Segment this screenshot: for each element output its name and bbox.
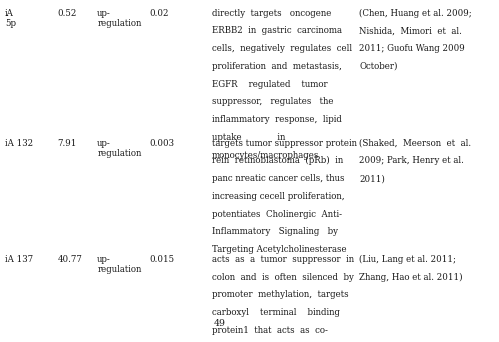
Text: 2011): 2011) [359, 174, 385, 183]
Text: 2009; Park, Henry et al.: 2009; Park, Henry et al. [359, 156, 464, 165]
Text: iA 137: iA 137 [5, 255, 33, 264]
Text: proliferation  and  metastasis,: proliferation and metastasis, [212, 62, 342, 71]
Text: iA 132: iA 132 [5, 139, 33, 147]
Text: 0.52: 0.52 [57, 9, 77, 17]
Text: 2011; Guofu Wang 2009: 2011; Guofu Wang 2009 [359, 44, 465, 53]
Text: up-
regulation: up- regulation [97, 139, 142, 158]
Text: carboxyl    terminal    binding: carboxyl terminal binding [212, 308, 340, 317]
Text: 0.02: 0.02 [150, 9, 169, 17]
Text: protein1  that  acts  as  co-: protein1 that acts as co- [212, 326, 328, 335]
Text: panc nreatic cancer cells, thus: panc nreatic cancer cells, thus [212, 174, 345, 183]
Text: acts  as  a  tumor  suppressor  in: acts as a tumor suppressor in [212, 255, 354, 264]
Text: monocytes/macrophages: monocytes/macrophages [212, 151, 319, 160]
Text: 49: 49 [214, 319, 226, 328]
Text: increasing cecell proliferation,: increasing cecell proliferation, [212, 192, 345, 201]
Text: targets tumor suppressor protein: targets tumor suppressor protein [212, 139, 357, 147]
Text: 40.77: 40.77 [57, 255, 82, 264]
Text: iA
5p: iA 5p [5, 9, 16, 28]
Text: suppressor,   regulates   the: suppressor, regulates the [212, 97, 333, 106]
Text: directly  targets   oncogene: directly targets oncogene [212, 9, 331, 17]
Text: October): October) [359, 62, 398, 71]
Text: promoter  methylation,  targets: promoter methylation, targets [212, 290, 349, 299]
Text: ERBB2  in  gastric  carcinoma: ERBB2 in gastric carcinoma [212, 26, 342, 35]
Text: up-
regulation: up- regulation [97, 9, 142, 28]
Text: (Shaked,  Meerson  et  al.: (Shaked, Meerson et al. [359, 139, 472, 147]
Text: EGFR    regulated    tumor: EGFR regulated tumor [212, 80, 328, 89]
Text: potentiates  Cholinergic  Anti-: potentiates Cholinergic Anti- [212, 210, 342, 219]
Text: uptake             in: uptake in [212, 133, 285, 142]
Text: (Liu, Lang et al. 2011;: (Liu, Lang et al. 2011; [359, 255, 456, 264]
Text: 0.015: 0.015 [150, 255, 175, 264]
Text: up-
regulation: up- regulation [97, 255, 142, 274]
Text: inflammatory  response,  lipid: inflammatory response, lipid [212, 115, 342, 124]
Text: Inflammatory   Signaling   by: Inflammatory Signaling by [212, 227, 338, 236]
Text: Zhang, Hao et al. 2011): Zhang, Hao et al. 2011) [359, 273, 463, 282]
Text: Nishida,  Mimori  et  al.: Nishida, Mimori et al. [359, 26, 462, 35]
Text: rein  retinoblastoma  (pRb)  in: rein retinoblastoma (pRb) in [212, 156, 343, 166]
Text: colon  and  is  often  silenced  by: colon and is often silenced by [212, 273, 354, 281]
Text: 0.003: 0.003 [150, 139, 175, 147]
Text: 7.91: 7.91 [57, 139, 77, 147]
Text: (Chen, Huang et al. 2009;: (Chen, Huang et al. 2009; [359, 9, 472, 18]
Text: Targeting Acetylcholinesterase: Targeting Acetylcholinesterase [212, 245, 347, 254]
Text: cells,  negatively  regulates  cell: cells, negatively regulates cell [212, 44, 352, 53]
